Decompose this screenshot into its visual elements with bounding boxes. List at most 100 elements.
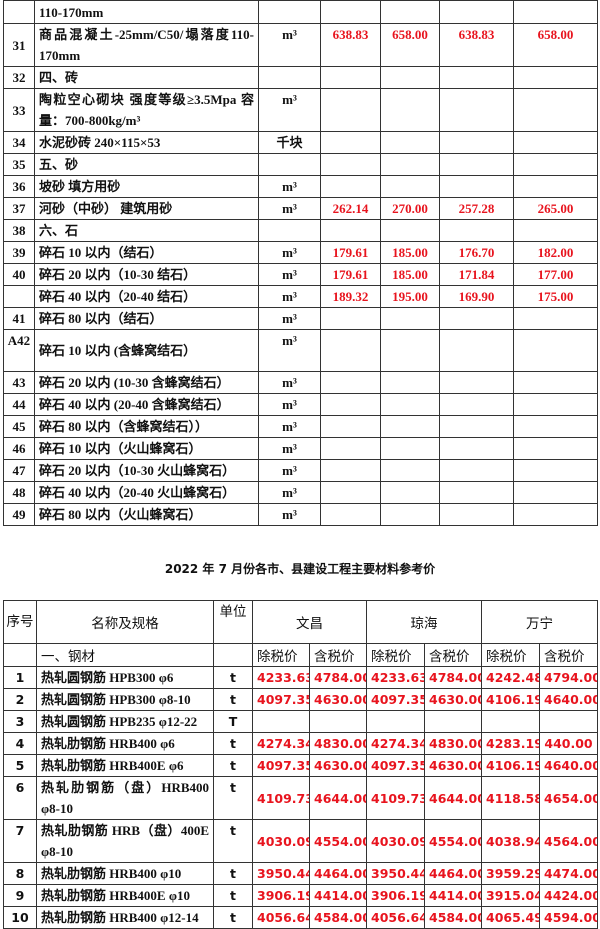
row-unit: [258, 219, 321, 242]
row-seq: 41: [3, 307, 35, 330]
price-cell: 4274.34: [252, 732, 310, 755]
table-row: 10 热轧肋钢筋 HRB400 φ12-14 t 4056.64 4584.00 4056…: [3, 906, 598, 929]
row-name: 110-170mm: [34, 0, 259, 24]
price-cell: [380, 329, 440, 372]
row-name: 水泥砂砖 240×115×53: [34, 131, 259, 154]
price-cell: 4109.73: [252, 776, 310, 820]
price-cell: [380, 481, 440, 504]
price-cell: 4106.19: [481, 754, 540, 777]
price-cell: [439, 371, 514, 394]
price-cell: 179.61: [320, 263, 381, 286]
row-unit: m³: [258, 459, 321, 482]
price-cell: [320, 219, 381, 242]
price-cell: 4644.00: [309, 776, 367, 820]
table-row: 碎石 40 以内（20-40 结石） m³ 189.32 195.00 169.90 17…: [3, 285, 598, 308]
row-name: 碎石 20 以内（10-30 火山蜂窝石）: [34, 459, 259, 482]
price-cell: 270.00: [380, 197, 440, 220]
row-seq: 35: [3, 153, 35, 176]
row-seq: 34: [3, 131, 35, 154]
price-cell: [380, 0, 440, 24]
header-inc-tax: 含税价: [539, 643, 598, 667]
row-unit: t: [213, 776, 253, 820]
price-cell: [513, 66, 598, 89]
row-unit: m³: [258, 263, 321, 286]
price-cell: [439, 219, 514, 242]
row-seq: [3, 285, 35, 308]
price-cell: 182.00: [513, 241, 598, 264]
row-seq: [3, 0, 35, 24]
table-row: 1 热轧圆钢筋 HPB300 φ6 t 4233.63 4784.00 4233.63 47…: [3, 666, 598, 689]
price-cell: [366, 710, 425, 733]
row-name: 坡砂 填方用砂: [34, 175, 259, 198]
price-cell: 195.00: [380, 285, 440, 308]
table-row: 49 碎石 80 以内（火山蜂窝石） m³: [3, 503, 598, 526]
row-unit: m³: [258, 393, 321, 416]
price-cell: 4030.09: [252, 819, 310, 863]
row-unit: t: [213, 666, 253, 689]
price-cell: [380, 131, 440, 154]
header-region-qionghai: 琼海: [366, 600, 482, 644]
row-unit: m³: [258, 241, 321, 264]
price-cell: 3959.29: [481, 862, 540, 885]
row-seq: 10: [3, 906, 37, 929]
price-cell: [320, 66, 381, 89]
price-cell: [380, 371, 440, 394]
row-name: 碎石 80 以内（结石）: [34, 307, 259, 330]
price-cell: [380, 307, 440, 330]
row-unit: t: [213, 906, 253, 929]
table-row: 41 碎石 80 以内（结石） m³: [3, 307, 598, 330]
row-seq: 32: [3, 66, 35, 89]
price-cell: 4233.63: [252, 666, 310, 689]
price-cell: 262.14: [320, 197, 381, 220]
row-unit: m³: [258, 415, 321, 438]
row-name: 五、砂: [34, 153, 259, 176]
price-cell: 4056.64: [366, 906, 425, 929]
price-cell: 3915.04: [481, 884, 540, 907]
table-row: 6 热轧肋钢筋（盘）HRB400 φ8-10 t 4109.73 4644.00 4109…: [3, 776, 598, 820]
price-cell: [481, 710, 540, 733]
price-cell: 4065.49: [481, 906, 540, 929]
price-cell: [380, 153, 440, 176]
price-cell: [320, 88, 381, 132]
price-cell: 4274.34: [366, 732, 425, 755]
price-cell: 4584.00: [309, 906, 367, 929]
price-cell: [539, 710, 598, 733]
row-seq: 33: [3, 88, 35, 132]
table-row: 35 五、砂: [3, 153, 598, 176]
price-cell: [380, 393, 440, 416]
price-cell: [380, 437, 440, 460]
price-cell: [252, 710, 310, 733]
price-cell: [513, 153, 598, 176]
row-name: 碎石 40 以内（20-40 结石）: [34, 285, 259, 308]
price-cell: [380, 66, 440, 89]
table-row: 48 碎石 40 以内（20-40 火山蜂窝石） m³: [3, 481, 598, 504]
price-cell: [513, 459, 598, 482]
price-cell: 4233.63: [366, 666, 425, 689]
price-cell: 4630.00: [309, 688, 367, 711]
row-unit: m³: [258, 23, 321, 67]
row-seq: 36: [3, 175, 35, 198]
row-unit: t: [213, 862, 253, 885]
price-cell: 176.70: [439, 241, 514, 264]
price-cell: 4644.00: [424, 776, 482, 820]
price-cell: 4097.35: [252, 754, 310, 777]
row-name: 陶粒空心砌块 强度等级≥3.5Mpa 容量：700-800kg/m³: [34, 88, 259, 132]
price-cell: [320, 503, 381, 526]
row-unit: m³: [258, 175, 321, 198]
price-cell: 185.00: [380, 263, 440, 286]
price-cell: 4630.00: [309, 754, 367, 777]
header-seq: 序号: [3, 600, 37, 644]
row-unit: t: [213, 688, 253, 711]
price-cell: [513, 503, 598, 526]
row-seq: A42: [3, 329, 35, 372]
price-cell: 4109.73: [366, 776, 425, 820]
row-name: 六、石: [34, 219, 259, 242]
price-cell: [439, 175, 514, 198]
price-cell: [320, 481, 381, 504]
material-price-table: 序号 名称及规格 单位 文昌 琼海 万宁 一、钢材 除税价 含税价 除税价 含税…: [3, 600, 598, 929]
price-cell: [513, 481, 598, 504]
row-unit: 千块: [258, 131, 321, 154]
row-name: 商品混凝土-25mm/C50/塌落度110-170mm: [34, 23, 259, 67]
price-cell: 4424.00: [539, 884, 598, 907]
row-seq: 31: [3, 23, 35, 67]
